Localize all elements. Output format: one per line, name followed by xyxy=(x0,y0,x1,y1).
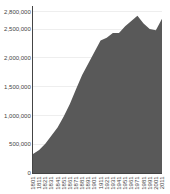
svg-text:500,000: 500,000 xyxy=(9,141,31,147)
svg-text:1921: 1921 xyxy=(104,176,110,190)
svg-text:1871: 1871 xyxy=(73,176,79,190)
svg-text:1811: 1811 xyxy=(36,176,42,190)
svg-text:1821: 1821 xyxy=(42,176,48,190)
svg-text:1981: 1981 xyxy=(141,176,147,190)
svg-text:1911: 1911 xyxy=(98,176,104,190)
svg-text:1831: 1831 xyxy=(48,176,54,190)
svg-text:1851: 1851 xyxy=(61,176,67,190)
svg-text:1901: 1901 xyxy=(91,176,97,190)
svg-text:1841: 1841 xyxy=(55,176,61,190)
svg-text:1891: 1891 xyxy=(85,176,91,190)
svg-text:2011: 2011 xyxy=(159,176,165,190)
svg-text:1961: 1961 xyxy=(128,176,134,190)
svg-text:1971: 1971 xyxy=(134,176,140,190)
svg-text:1881: 1881 xyxy=(79,176,85,190)
svg-text:2,800,000: 2,800,000 xyxy=(4,9,31,15)
svg-text:1951: 1951 xyxy=(122,176,128,190)
svg-text:1991: 1991 xyxy=(147,176,153,190)
svg-text:1801: 1801 xyxy=(30,176,36,190)
svg-text:1941: 1941 xyxy=(116,176,122,190)
svg-text:0: 0 xyxy=(27,170,31,176)
svg-text:1931: 1931 xyxy=(110,176,116,190)
svg-text:1,000,000: 1,000,000 xyxy=(4,113,31,119)
svg-text:1861: 1861 xyxy=(67,176,73,190)
svg-text:2001: 2001 xyxy=(153,176,159,190)
svg-text:2,500,000: 2,500,000 xyxy=(4,26,31,32)
svg-text:1,500,000: 1,500,000 xyxy=(4,84,31,90)
svg-text:2,000,000: 2,000,000 xyxy=(4,55,31,61)
